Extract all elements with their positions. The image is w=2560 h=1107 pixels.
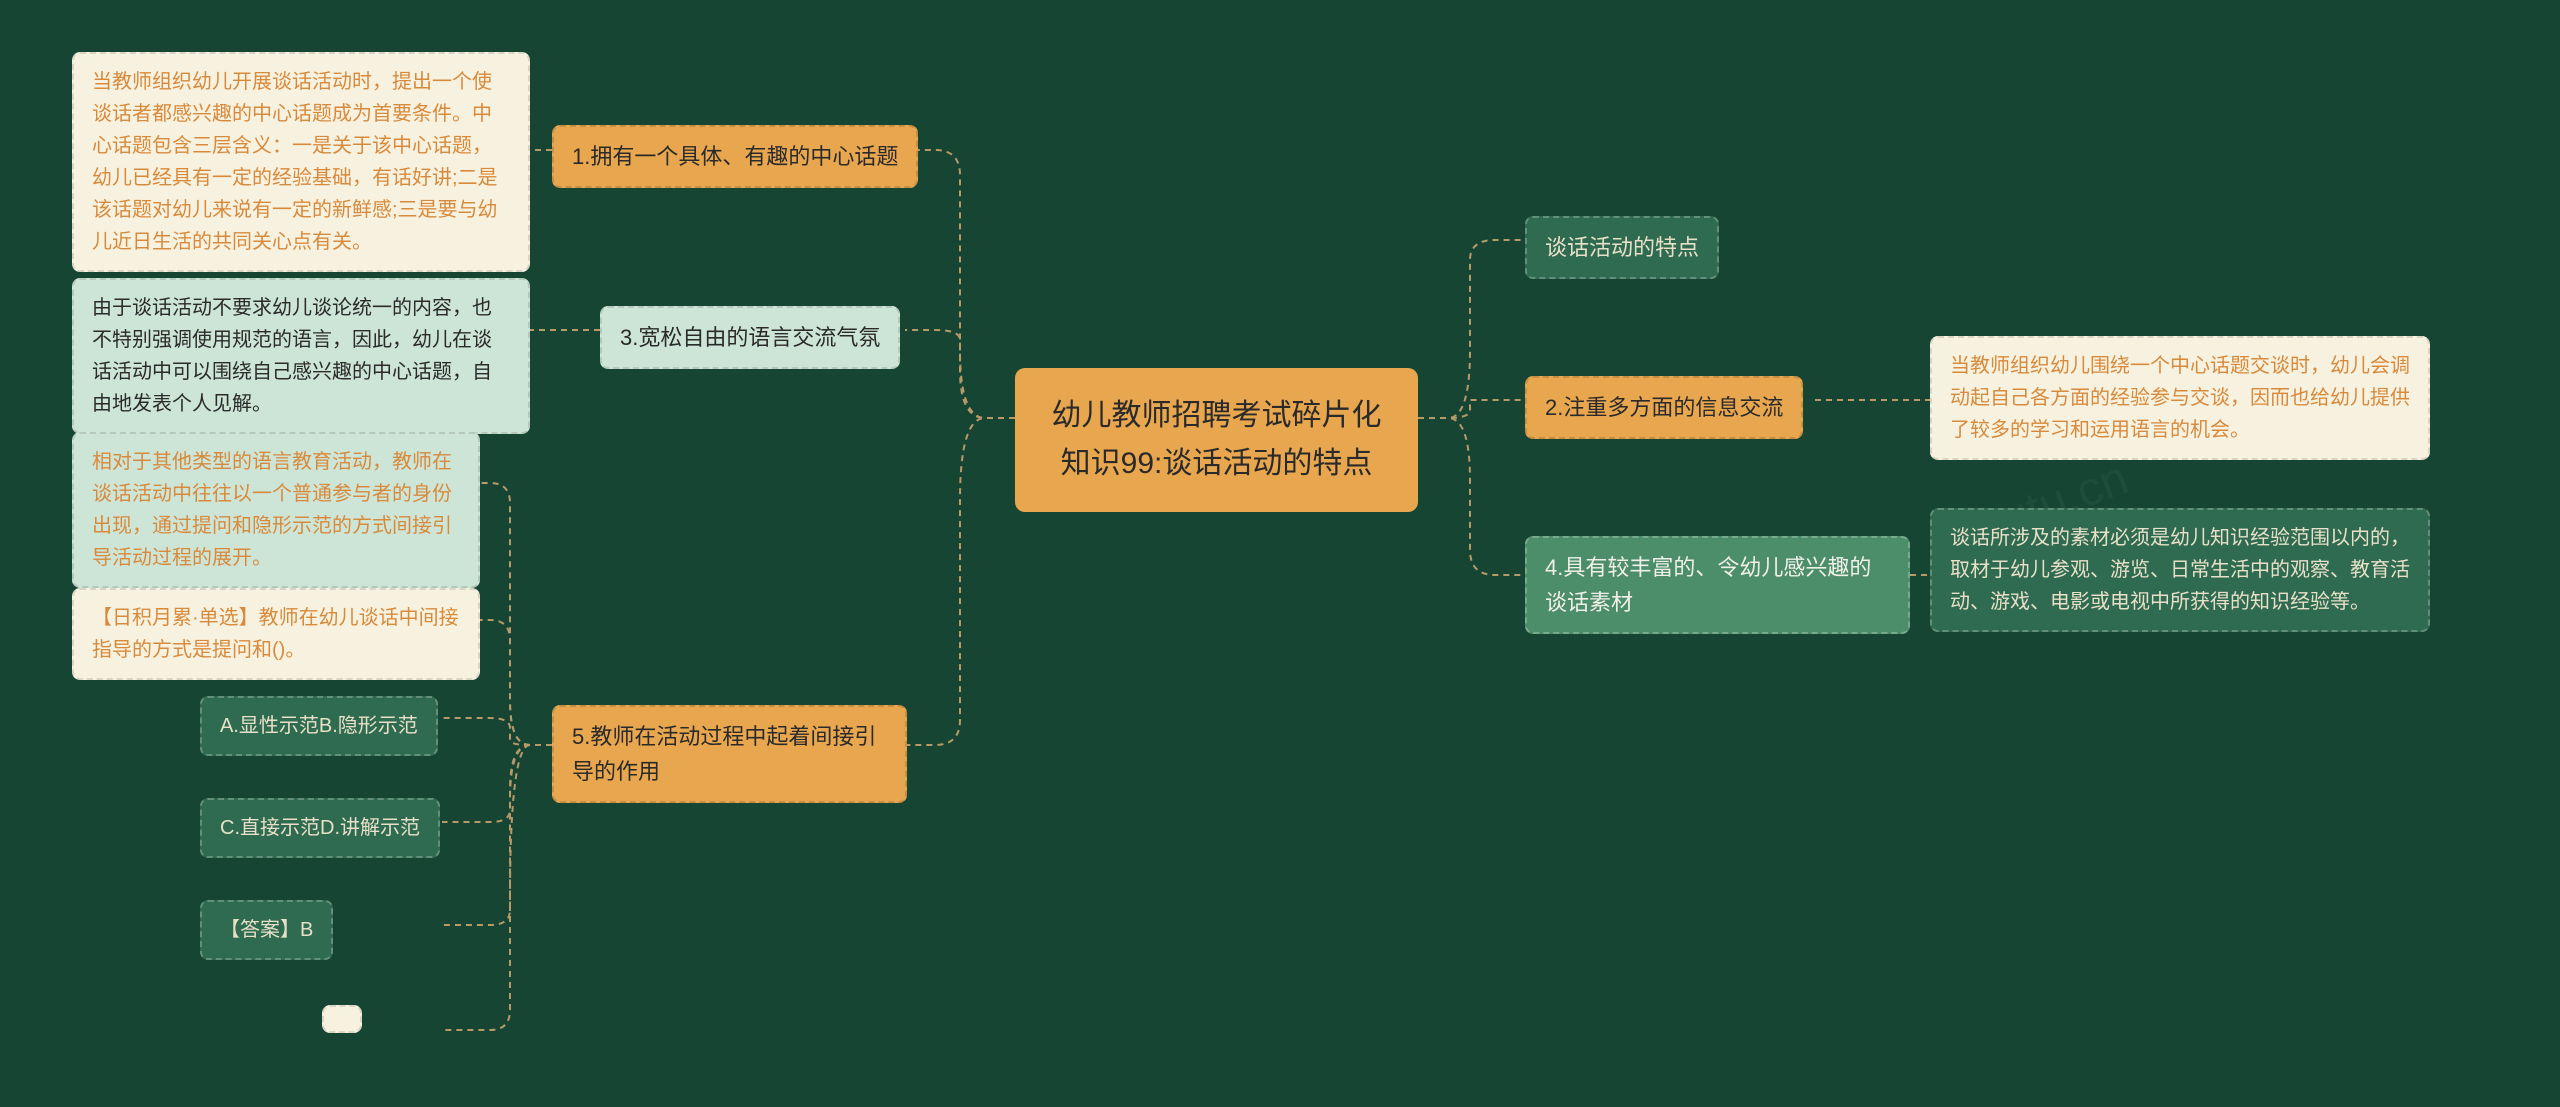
right-node-2-detail: 当教师组织幼儿围绕一个中心话题交谈时，幼儿会调动起自己各方面的经验参与交谈，因而… <box>1930 336 2430 460</box>
central-node: 幼儿教师招聘考试碎片化 知识99:谈话活动的特点 <box>1015 368 1418 512</box>
left-node-5-detail-4: 【答案】B <box>200 900 333 960</box>
detail-text: 【答案】B <box>220 919 313 941</box>
left-node-label: 5.教师在活动过程中起着间接引导的作用 <box>572 724 876 784</box>
left-node-5: 5.教师在活动过程中起着间接引导的作用 <box>552 705 907 803</box>
detail-text: C.直接示范D.讲解示范 <box>220 817 420 839</box>
right-node-label: 4.具有较丰富的、令幼儿感兴趣的谈话素材 <box>1545 555 1871 615</box>
left-node-3: 3.宽松自由的语言交流气氛 <box>600 306 900 369</box>
right-node-label: 2.注重多方面的信息交流 <box>1545 395 1783 420</box>
left-node-5-detail-2: A.显性示范B.隐形示范 <box>200 696 438 756</box>
detail-text: 【日积月累·单选】教师在幼儿谈话中间接指导的方式是提问和()。 <box>92 607 459 661</box>
right-node-4: 4.具有较丰富的、令幼儿感兴趣的谈话素材 <box>1525 536 1910 634</box>
detail-text: A.显性示范B.隐形示范 <box>220 715 418 737</box>
right-node-4-detail: 谈话所涉及的素材必须是幼儿知识经验范围以内的，取材于幼儿参观、游览、日常生活中的… <box>1930 508 2430 632</box>
left-node-label: 3.宽松自由的语言交流气氛 <box>620 325 880 350</box>
detail-text: 谈话所涉及的素材必须是幼儿知识经验范围以内的，取材于幼儿参观、游览、日常生活中的… <box>1950 527 2410 613</box>
left-node-5-detail-1: 【日积月累·单选】教师在幼儿谈话中间接指导的方式是提问和()。 <box>72 588 480 680</box>
left-node-5-detail-0: 相对于其他类型的语言教育活动，教师在谈话活动中往往以一个普通参与者的身份出现，通… <box>72 432 480 588</box>
left-node-label: 1.拥有一个具体、有趣的中心话题 <box>572 144 898 169</box>
left-node-5-detail-3: C.直接示范D.讲解示范 <box>200 798 440 858</box>
left-node-5-detail-5 <box>322 1005 362 1033</box>
detail-text: 由于谈话活动不要求幼儿谈论统一的内容，也不特别强调使用规范的语言，因此，幼儿在谈… <box>92 297 492 415</box>
central-text: 幼儿教师招聘考试碎片化 知识99:谈话活动的特点 <box>1052 399 1382 480</box>
right-node-tanhua: 谈话活动的特点 <box>1525 216 1719 279</box>
detail-text: 当教师组织幼儿开展谈话活动时，提出一个使谈话者都感兴趣的中心话题成为首要条件。中… <box>92 71 498 253</box>
left-node-3-detail: 由于谈话活动不要求幼儿谈论统一的内容，也不特别强调使用规范的语言，因此，幼儿在谈… <box>72 278 530 434</box>
left-node-1: 1.拥有一个具体、有趣的中心话题 <box>552 125 918 188</box>
detail-text: 相对于其他类型的语言教育活动，教师在谈话活动中往往以一个普通参与者的身份出现，通… <box>92 451 452 569</box>
right-node-2: 2.注重多方面的信息交流 <box>1525 376 1803 439</box>
left-node-1-detail: 当教师组织幼儿开展谈话活动时，提出一个使谈话者都感兴趣的中心话题成为首要条件。中… <box>72 52 530 272</box>
right-node-label: 谈话活动的特点 <box>1545 235 1699 260</box>
detail-text: 当教师组织幼儿围绕一个中心话题交谈时，幼儿会调动起自己各方面的经验参与交谈，因而… <box>1950 355 2410 441</box>
